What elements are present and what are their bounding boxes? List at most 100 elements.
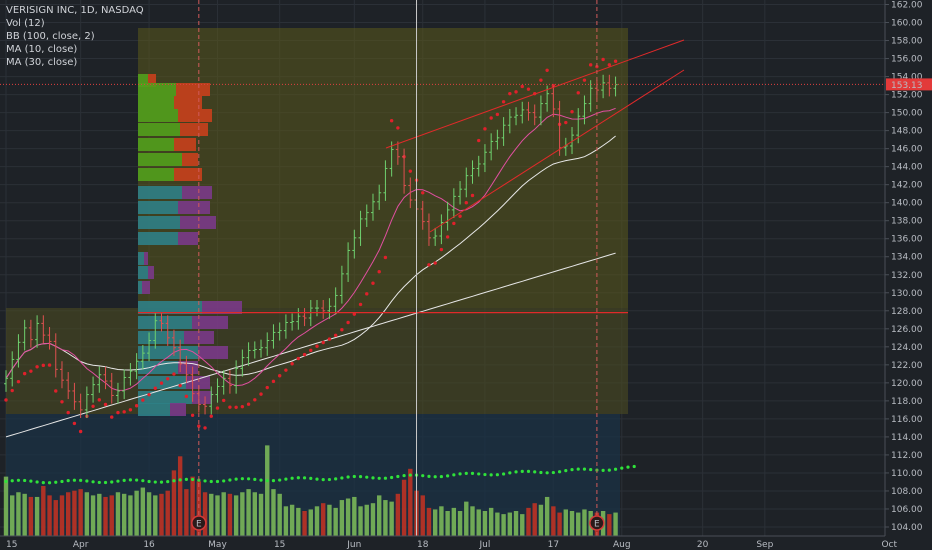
sar-dot (321, 340, 325, 345)
x-tick-label: 18 (417, 540, 429, 550)
volume-bar (476, 509, 481, 536)
volume-bar (607, 514, 612, 536)
volume-bar (3, 476, 9, 536)
volume-profile-bar (180, 123, 208, 136)
volume-bar (401, 479, 407, 536)
volume-bar (395, 493, 401, 536)
legend: VERISIGN INC, 1D, NASDAQ Vol (12) BB (10… (6, 4, 144, 69)
volume-ma-dot (72, 478, 77, 482)
volume-profile-bar (144, 252, 148, 265)
volume-profile-bar (202, 301, 242, 314)
volume-profile-bar (138, 96, 174, 109)
volume-profile-bar (138, 361, 178, 374)
volume-ma-dot (427, 474, 431, 478)
x-tick-label: May (208, 540, 227, 550)
volume-bar (327, 504, 332, 536)
volume-ma-dot (97, 480, 101, 485)
volume-bar (408, 468, 413, 536)
volume-ma-dot (197, 478, 201, 482)
y-tick-label: 106.00 (891, 505, 923, 515)
volume-bar (364, 504, 369, 536)
sar-dot (222, 398, 226, 403)
y-tick-label: 150.00 (891, 109, 923, 119)
volume-ma-dot (508, 471, 512, 475)
volume-profile-bar (186, 376, 210, 389)
volume-ma-dot (352, 474, 356, 479)
volume-ma-dot (85, 479, 89, 483)
sar-dot (259, 392, 263, 396)
y-tick-label: 120.00 (891, 379, 923, 389)
sar-dot (495, 112, 500, 117)
volume-ma-dot (346, 475, 350, 479)
sar-dot (582, 78, 587, 82)
volume-bar (576, 512, 581, 536)
sar-dot (340, 328, 344, 332)
volume-bar (451, 507, 457, 536)
volume-profile-bar (138, 83, 176, 96)
volume-bar (240, 492, 245, 536)
volume-ma-dot (203, 479, 207, 483)
volume-bar (333, 507, 338, 536)
x-tick-label: Aug (613, 540, 631, 550)
sar-dot (246, 402, 251, 406)
volume-profile-bar (180, 216, 216, 229)
volume-profile-bar (138, 153, 182, 166)
sar-dot (564, 120, 568, 125)
volume-ma-dot (259, 478, 263, 482)
sar-dot (570, 110, 574, 114)
y-tick-label: 110.00 (891, 469, 923, 479)
sar-dot (358, 302, 363, 307)
y-tick-label: 122.00 (891, 361, 923, 371)
volume-ma-dot (122, 478, 126, 482)
volume-ma-dot (477, 472, 481, 476)
volume-ma-dot (470, 471, 475, 476)
volume-profile-bar (138, 232, 178, 245)
legend-item-ma10: MA (10, close) (6, 44, 78, 55)
volume-ma-dot (60, 479, 64, 484)
y-tick-label: 154.00 (891, 73, 923, 83)
volume-bar (377, 495, 382, 536)
y-tick-label: 136.00 (891, 235, 923, 245)
volume-ma-dot (23, 478, 27, 483)
volume-ma-dot (589, 467, 593, 472)
sar-dot (116, 410, 120, 415)
volume-bar (227, 493, 233, 536)
volume-ma-dot (234, 477, 238, 481)
volume-ma-dot (520, 469, 524, 473)
volume-ma-dot (514, 470, 518, 474)
volume-bar (47, 495, 52, 536)
volume-ma-dot (191, 477, 195, 482)
y-tick-label: 156.00 (891, 55, 923, 65)
volume-bar (78, 489, 83, 536)
volume-ma-dot (222, 479, 226, 483)
volume-bar (470, 506, 475, 536)
volume-bar (613, 512, 618, 536)
volume-ma-dot (452, 473, 456, 477)
volume-ma-dot (632, 464, 636, 469)
volume-bar (358, 506, 363, 536)
sar-dot (333, 333, 338, 338)
volume-ma-dot (601, 468, 605, 473)
volume-ma-dot (483, 472, 487, 477)
y-tick-label: 118.00 (891, 397, 923, 407)
volume-ma-dot (240, 477, 244, 481)
volume-bar (134, 490, 139, 536)
volume-bar (215, 495, 220, 536)
volume-ma-dot (47, 481, 52, 485)
volume-ma-dot (10, 479, 14, 483)
volume-ma-dot (539, 470, 543, 475)
sar-dot (35, 365, 39, 369)
volume-bar (66, 492, 71, 536)
volume-bar (252, 492, 257, 536)
volume-profile-bar (138, 391, 192, 404)
volume-bar (283, 506, 289, 536)
volume-ma-dot (4, 479, 8, 484)
volume-ma-dot (135, 478, 139, 482)
x-tick-label: Oct (881, 540, 897, 550)
volume-ma-dot (116, 479, 120, 483)
volume-ma-dot (526, 469, 531, 473)
sar-dot (265, 385, 269, 390)
volume-bar (370, 503, 376, 536)
volume-bar (544, 496, 550, 536)
